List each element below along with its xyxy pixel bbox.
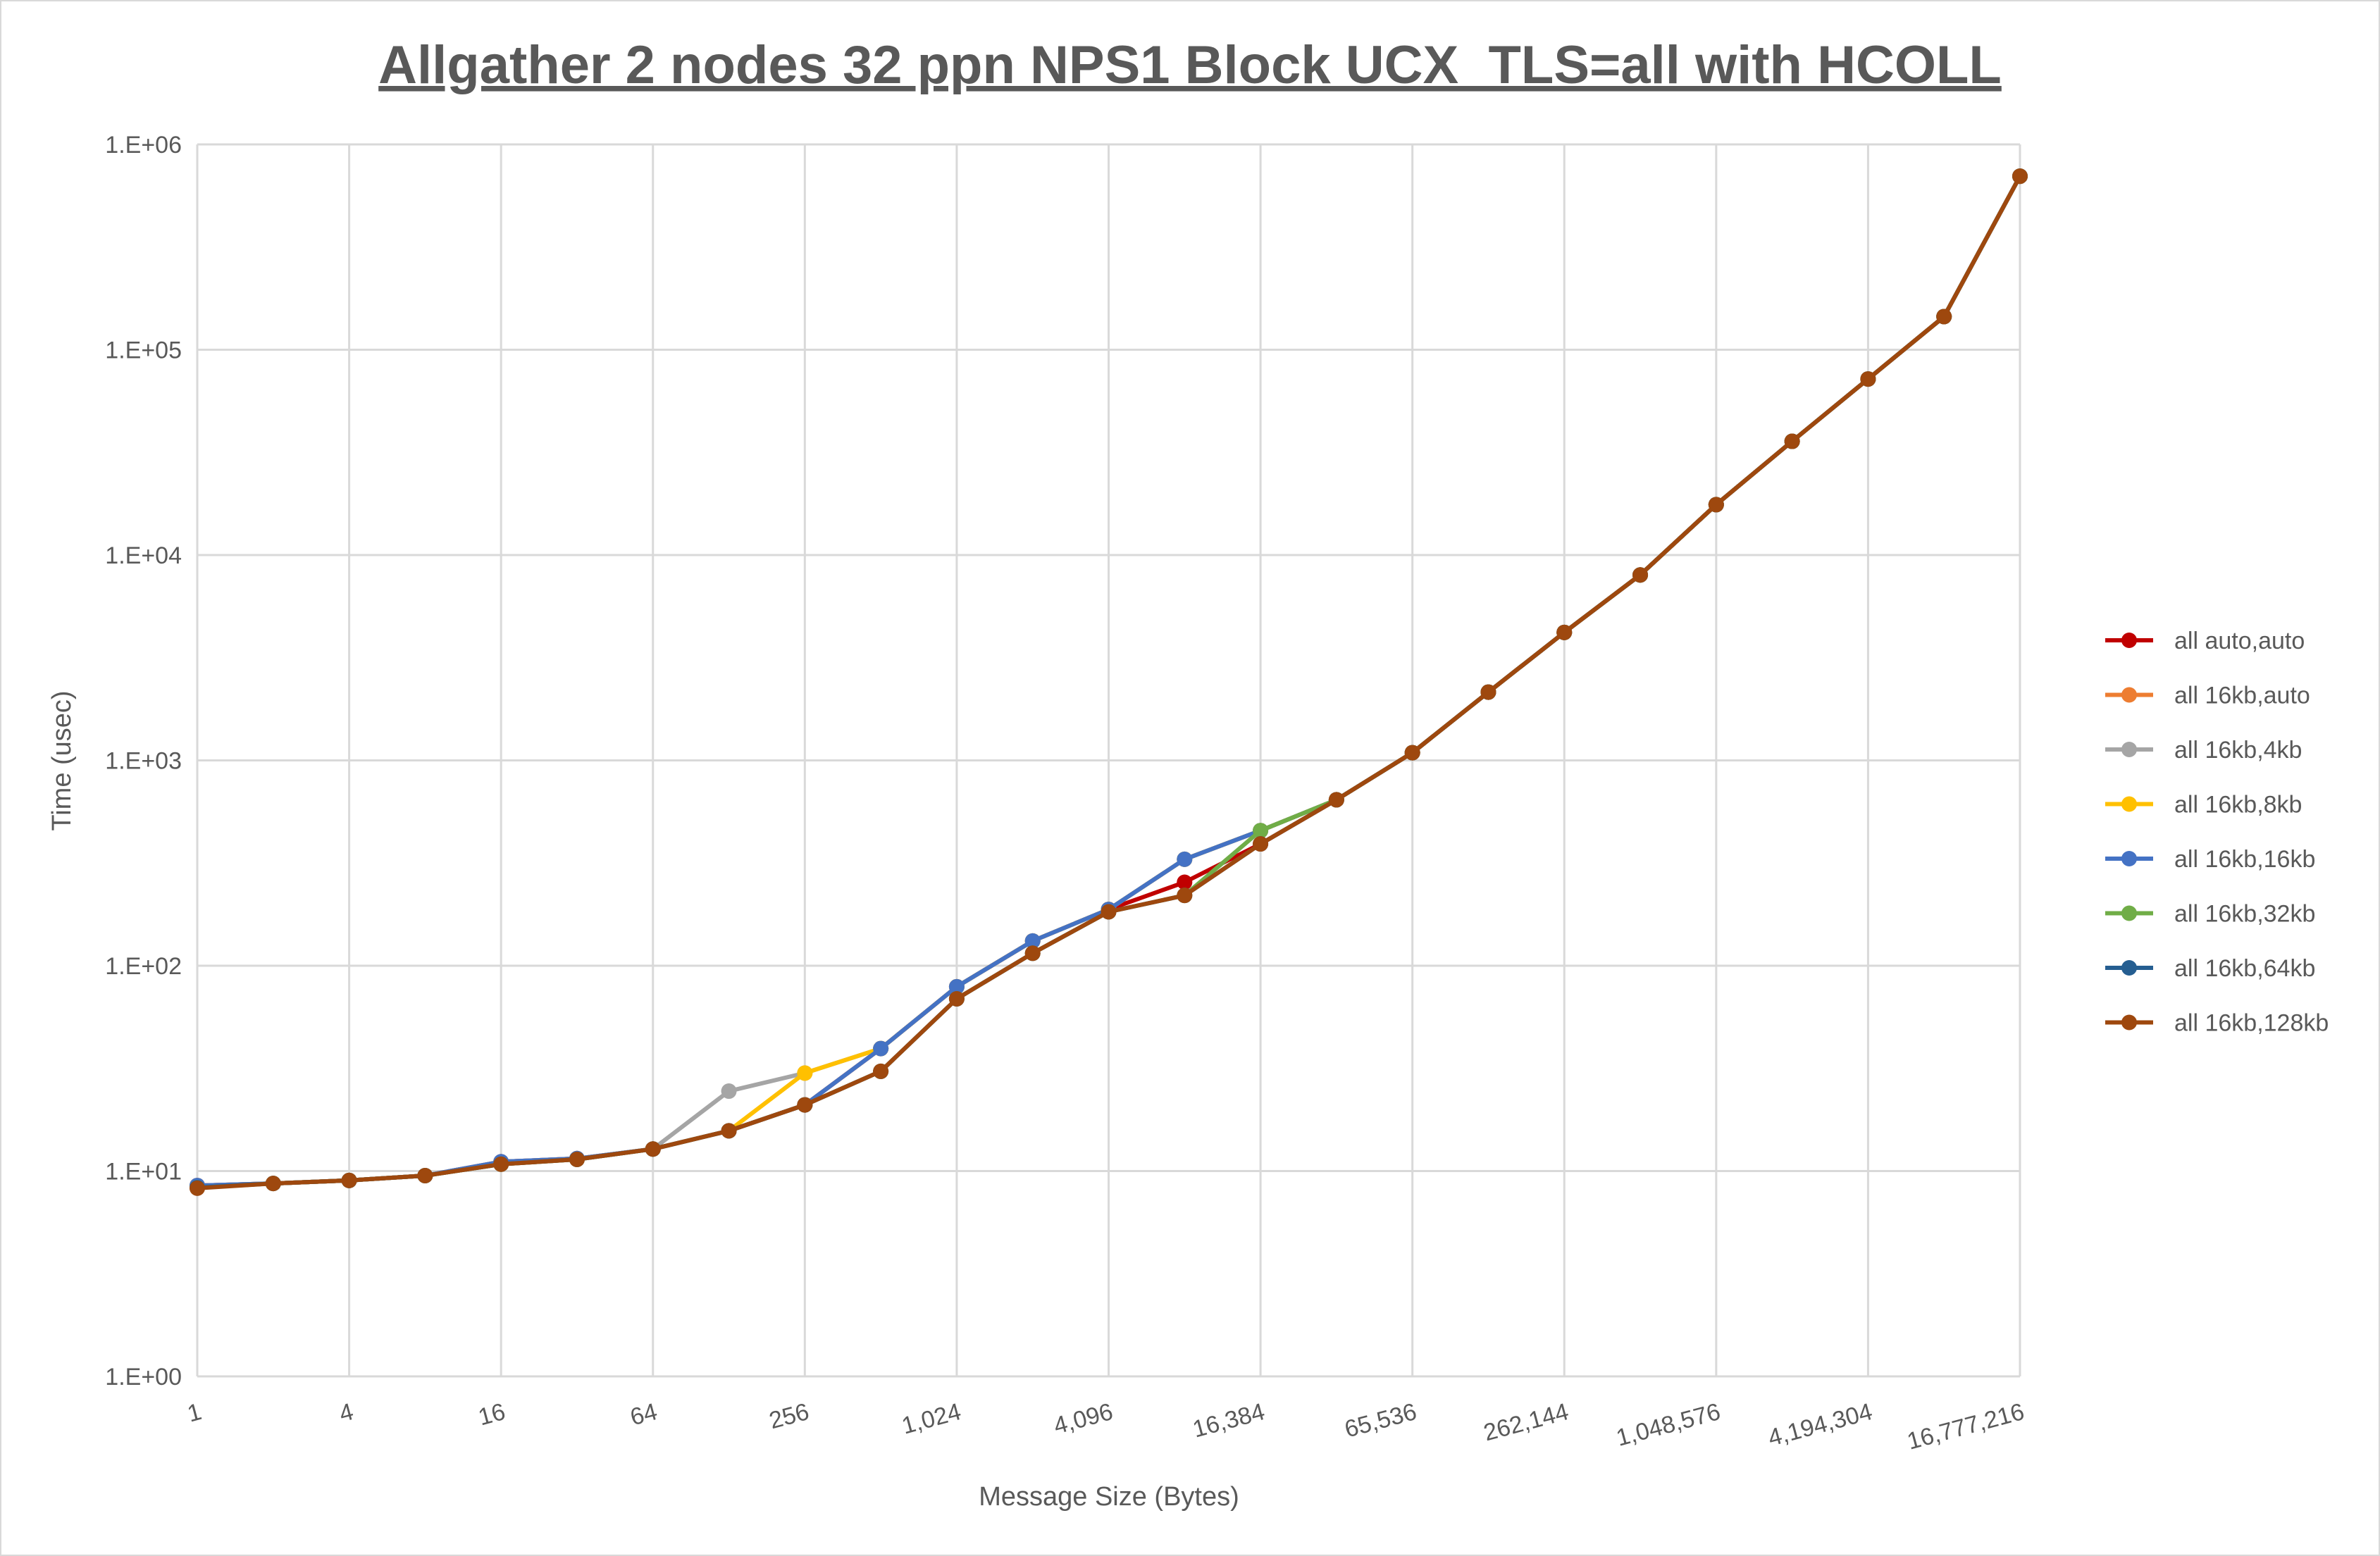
data-point — [948, 978, 965, 995]
data-point — [1480, 684, 1496, 700]
y-tick-label: 1.E+04 — [105, 542, 182, 569]
y-tick-label: 1.E+03 — [105, 748, 182, 775]
legend-label: all 16kb,32kb — [2174, 901, 2315, 928]
data-point — [1177, 851, 1193, 867]
x-tick-label: 16,777,216 — [1904, 1398, 2027, 1455]
x-tick-label: 1,048,576 — [1613, 1398, 1723, 1452]
data-point — [721, 1083, 737, 1100]
x-tick-label: 16 — [476, 1398, 508, 1431]
legend-item[interactable]: all 16kb,128kb — [2105, 1010, 2329, 1037]
x-tick-label: 262,144 — [1481, 1398, 1572, 1447]
grid — [196, 143, 2021, 1378]
legend-marker-icon — [2121, 742, 2137, 757]
legend-item[interactable]: all 16kb,16kb — [2105, 846, 2315, 873]
x-tick-label: 1,024 — [899, 1398, 964, 1440]
legend-item[interactable]: all 16kb,32kb — [2105, 901, 2315, 928]
legend-label: all 16kb,8kb — [2174, 792, 2302, 819]
data-point — [190, 1180, 205, 1196]
legend-marker-icon — [2121, 687, 2137, 703]
series-lines — [190, 168, 2028, 1196]
y-tick-label: 1.E+02 — [105, 953, 182, 980]
x-tick-label: 256 — [767, 1398, 812, 1434]
data-point — [645, 1141, 661, 1157]
data-point — [797, 1097, 813, 1113]
legend-label: all 16kb,128kb — [2174, 1010, 2329, 1037]
legend-marker-icon — [2121, 633, 2137, 648]
y-tick-label: 1.E+00 — [105, 1364, 182, 1390]
data-point — [1632, 567, 1649, 583]
legend[interactable]: all auto,auto all 16kb,auto all 16kb,4kb al… — [2105, 628, 2329, 1037]
legend-label: all 16kb,4kb — [2174, 737, 2302, 764]
legend-item[interactable]: all 16kb,auto — [2105, 683, 2310, 709]
x-tick-label: 65,536 — [1341, 1398, 1419, 1443]
legend-label: all 16kb,auto — [2174, 683, 2310, 709]
data-point — [341, 1172, 357, 1188]
chart-title: Allgather 2 nodes 32 ppn NPS1 Block UCX_… — [378, 35, 2002, 95]
data-point — [1708, 497, 1724, 513]
legend-item[interactable]: all auto,auto — [2105, 628, 2305, 654]
data-point — [493, 1156, 509, 1172]
legend-marker-icon — [2121, 851, 2137, 866]
x-axis-label: Message Size (Bytes) — [979, 1482, 1239, 1512]
y-axis-ticks: 1.E+00 1.E+01 1.E+02 1.E+03 1.E+04 1.E+05 1.E+… — [105, 132, 182, 1390]
data-point — [873, 1040, 889, 1057]
legend-item[interactable]: all 16kb,4kb — [2105, 737, 2302, 764]
data-point — [1784, 433, 1800, 449]
legend-marker-icon — [2121, 960, 2137, 976]
legend-label: all 16kb,64kb — [2174, 955, 2315, 982]
x-tick-label: 4,096 — [1051, 1398, 1116, 1440]
data-point — [873, 1063, 889, 1079]
legend-label: all auto,auto — [2174, 628, 2305, 654]
data-point — [2012, 168, 2028, 185]
data-point — [1556, 624, 1573, 640]
data-point — [1404, 745, 1420, 761]
y-axis-label: Time (usec) — [47, 690, 77, 830]
data-point — [797, 1065, 813, 1081]
data-point — [1177, 888, 1193, 904]
legend-item[interactable]: all 16kb,8kb — [2105, 792, 2302, 819]
x-tick-label: 1 — [185, 1398, 204, 1428]
data-point — [1024, 933, 1041, 949]
data-point — [417, 1167, 433, 1183]
legend-label: all 16kb,16kb — [2174, 846, 2315, 873]
data-point — [1936, 309, 1952, 325]
y-tick-label: 1.E+05 — [105, 337, 182, 364]
data-point — [1024, 945, 1041, 961]
data-point — [1860, 371, 1876, 387]
series-all-16kb-128kb — [190, 168, 2028, 1196]
data-point — [569, 1151, 585, 1167]
legend-item[interactable]: all 16kb,64kb — [2105, 955, 2315, 982]
data-point — [1328, 792, 1344, 808]
data-point — [948, 990, 965, 1007]
data-point — [265, 1176, 281, 1192]
x-axis-ticks: 1 4 16 64 256 1,024 4,096 16,384 65,536 262,144 1,… — [185, 1398, 2027, 1455]
x-tick-label: 64 — [627, 1398, 659, 1431]
data-point — [1177, 874, 1193, 890]
x-tick-label: 16,384 — [1190, 1398, 1268, 1443]
legend-marker-icon — [2121, 905, 2137, 921]
data-point — [1101, 904, 1117, 920]
x-tick-label: 4 — [337, 1398, 357, 1428]
x-tick-label: 4,194,304 — [1766, 1398, 1876, 1452]
y-tick-label: 1.E+06 — [105, 132, 182, 158]
y-tick-label: 1.E+01 — [105, 1159, 182, 1185]
legend-marker-icon — [2121, 796, 2137, 812]
legend-marker-icon — [2121, 1014, 2137, 1031]
data-point — [1253, 836, 1269, 852]
data-point — [721, 1123, 737, 1139]
data-point — [1253, 823, 1269, 839]
